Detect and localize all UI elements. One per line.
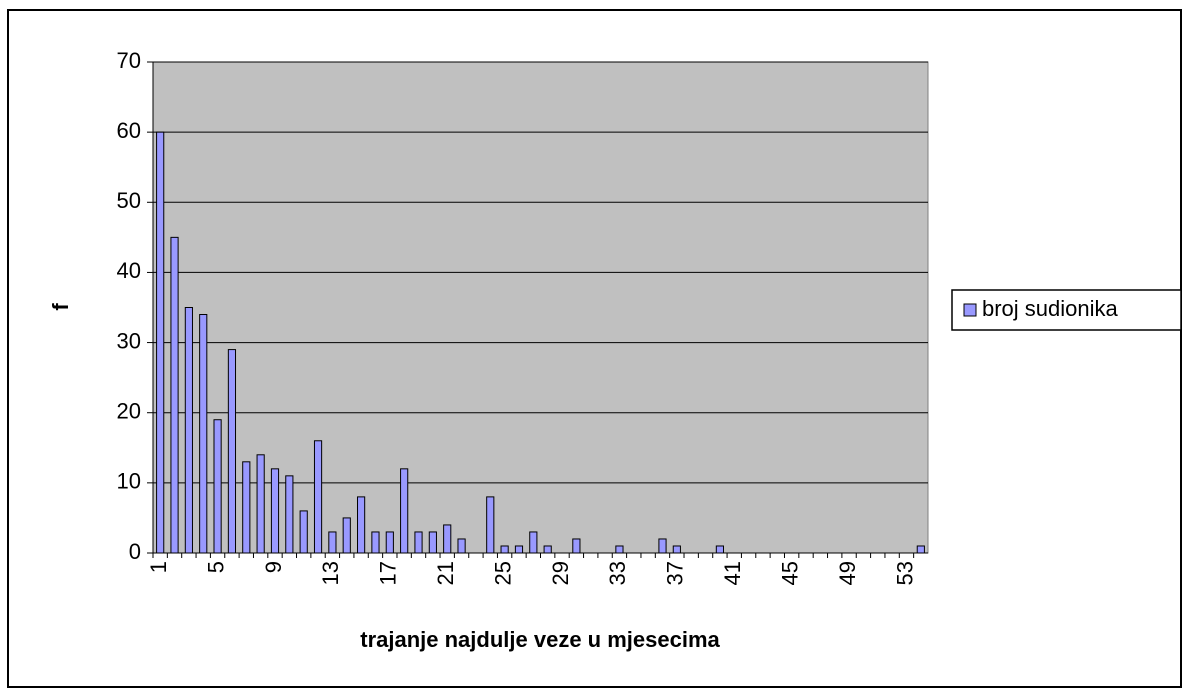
legend-swatch <box>963 303 977 317</box>
bar <box>184 307 193 554</box>
plot-area <box>152 61 929 554</box>
x-tick-label: 33 <box>605 561 630 585</box>
y-tick-label: 60 <box>117 118 141 143</box>
bar <box>170 236 179 554</box>
bar <box>414 531 423 554</box>
bar <box>299 510 308 554</box>
x-tick-label: 17 <box>376 561 401 585</box>
bar <box>500 545 509 554</box>
x-tick-label: 21 <box>433 561 458 585</box>
bar <box>529 531 538 554</box>
bar <box>371 531 380 554</box>
x-tick-label: 13 <box>318 561 343 585</box>
bar <box>428 531 437 554</box>
bar <box>385 531 394 554</box>
y-tick-label: 70 <box>117 48 141 73</box>
x-tick-label: 5 <box>203 561 228 573</box>
x-tick-label: 41 <box>720 561 745 585</box>
legend-box <box>951 289 1182 331</box>
bar <box>543 545 552 554</box>
bar <box>514 545 524 554</box>
bar <box>285 475 294 554</box>
x-tick-label: 29 <box>548 561 573 585</box>
bar <box>313 440 323 554</box>
bar <box>715 545 724 554</box>
bar <box>227 349 237 554</box>
x-tick-label: 1 <box>146 561 171 573</box>
bar <box>443 524 452 554</box>
bar <box>199 314 208 554</box>
bar <box>256 454 265 554</box>
x-tick-label: 25 <box>490 561 515 585</box>
bar <box>572 538 581 554</box>
legend-label: broj sudionika <box>982 296 1119 321</box>
bar <box>400 468 409 554</box>
bar <box>242 461 251 554</box>
bar <box>270 468 280 554</box>
y-tick-label: 40 <box>117 258 141 283</box>
bar <box>342 517 351 554</box>
bar <box>486 496 495 554</box>
bar <box>156 131 165 554</box>
x-tick-label: 37 <box>663 561 688 585</box>
y-axis-label: f <box>48 303 73 311</box>
bar <box>672 545 681 554</box>
bar <box>916 545 925 554</box>
x-tick-label: 9 <box>261 561 286 573</box>
y-tick-label: 50 <box>117 188 141 213</box>
y-tick-label: 20 <box>117 399 141 424</box>
bar <box>457 538 466 554</box>
bar <box>357 496 366 554</box>
x-tick-label: 53 <box>892 561 917 585</box>
bar <box>658 538 667 554</box>
y-tick-label: 0 <box>129 539 141 564</box>
x-tick-label: 49 <box>835 561 860 585</box>
y-tick-label: 10 <box>117 469 141 494</box>
bar <box>615 545 624 554</box>
x-tick-label: 45 <box>777 561 802 585</box>
x-axis-label: trajanje najdulje veze u mjesecima <box>360 627 720 652</box>
bar <box>328 531 337 554</box>
y-tick-label: 30 <box>117 328 141 353</box>
bar <box>213 419 222 554</box>
